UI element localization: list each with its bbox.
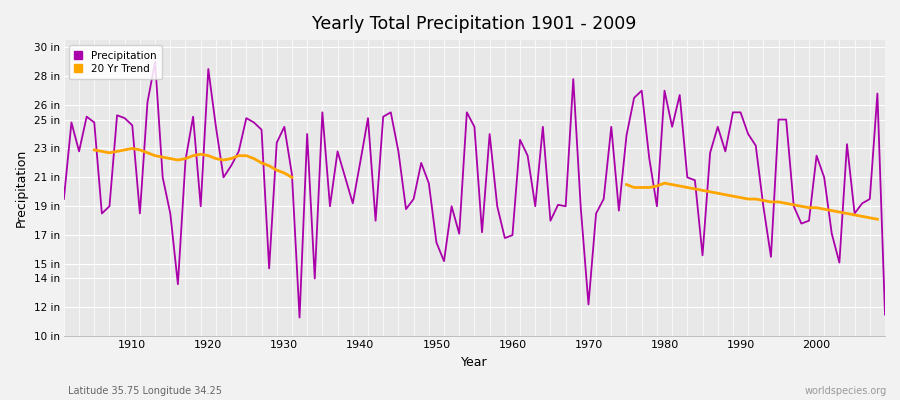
20 Yr Trend (271, 168, 282, 172)
Precipitation (149, 59, 160, 64)
Precipitation (294, 315, 305, 320)
20 Yr Trend (165, 156, 176, 161)
20 Yr Trend (256, 160, 267, 165)
Precipitation (120, 116, 130, 120)
20 Yr Trend (195, 152, 206, 157)
20 Yr Trend (149, 153, 160, 158)
Y-axis label: Precipitation: Precipitation (15, 149, 28, 227)
20 Yr Trend (142, 150, 153, 155)
Precipitation (614, 208, 625, 213)
Line: 20 Yr Trend: 20 Yr Trend (94, 148, 292, 177)
20 Yr Trend (248, 156, 259, 161)
Precipitation (522, 153, 533, 158)
20 Yr Trend (202, 153, 213, 158)
Precipitation (347, 201, 358, 206)
20 Yr Trend (279, 171, 290, 176)
20 Yr Trend (264, 164, 274, 168)
Precipitation (58, 197, 69, 202)
20 Yr Trend (112, 149, 122, 154)
20 Yr Trend (127, 146, 138, 151)
20 Yr Trend (241, 153, 252, 158)
Line: Precipitation: Precipitation (64, 62, 885, 318)
Title: Yearly Total Precipitation 1901 - 2009: Yearly Total Precipitation 1901 - 2009 (312, 15, 636, 33)
20 Yr Trend (180, 156, 191, 161)
20 Yr Trend (173, 158, 184, 162)
20 Yr Trend (233, 153, 244, 158)
Legend: Precipitation, 20 Yr Trend: Precipitation, 20 Yr Trend (69, 45, 162, 79)
20 Yr Trend (211, 156, 221, 161)
20 Yr Trend (120, 148, 130, 152)
X-axis label: Year: Year (461, 356, 488, 369)
Precipitation (302, 132, 312, 136)
20 Yr Trend (286, 175, 297, 180)
20 Yr Trend (218, 158, 229, 162)
Text: Latitude 35.75 Longitude 34.25: Latitude 35.75 Longitude 34.25 (68, 386, 221, 396)
20 Yr Trend (134, 148, 145, 152)
20 Yr Trend (188, 153, 199, 158)
Precipitation (515, 137, 526, 142)
20 Yr Trend (96, 149, 107, 154)
Text: worldspecies.org: worldspecies.org (805, 386, 886, 396)
20 Yr Trend (226, 156, 237, 161)
Precipitation (879, 312, 890, 317)
20 Yr Trend (89, 148, 100, 152)
20 Yr Trend (158, 155, 168, 160)
20 Yr Trend (104, 150, 115, 155)
